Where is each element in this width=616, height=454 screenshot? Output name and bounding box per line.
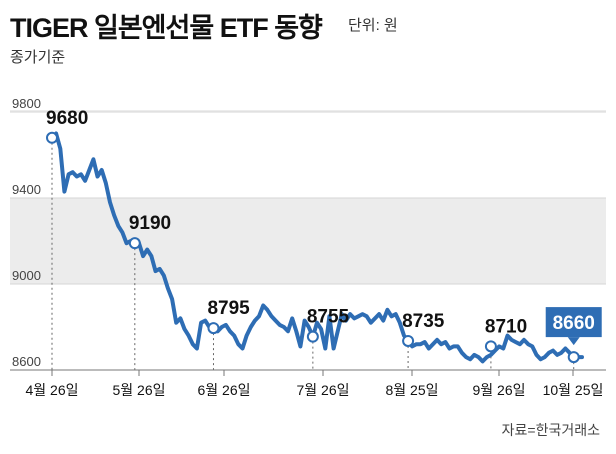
source-note: 자료=한국거래소 [501, 422, 600, 438]
annotation-guides [51, 137, 575, 370]
annotation-markers [46, 131, 580, 364]
data-point-marker [207, 322, 220, 335]
background-bands [10, 110, 606, 284]
data-label: 8660 [553, 313, 595, 334]
y-tick-label: 8600 [12, 354, 41, 369]
data-point-marker [306, 330, 319, 343]
data-point-marker [128, 237, 141, 250]
data-label: 9680 [46, 108, 88, 129]
data-label: 8710 [485, 316, 527, 337]
chart-title: TIGER 일본엔선물 ETF 동향 [10, 13, 323, 43]
data-label: 8755 [307, 307, 350, 328]
y-axis: 8600 9000 9400 9800 [12, 96, 41, 369]
x-tick-label: 6월 26일 [197, 382, 250, 398]
y-tick-label: 9800 [12, 96, 41, 111]
chart-subtitle: 종가기준 [10, 49, 66, 66]
x-axis-ticks: 4월 26일 5월 26일 6월 26일 7월 26일 8월 25일 9월 26일 10월 … [25, 370, 603, 398]
x-tick-label: 7월 26일 [296, 382, 349, 398]
data-point-marker [46, 131, 58, 144]
y-band [10, 198, 606, 284]
chart-header: TIGER 일본엔선물 ETF 동향 단위: 원 종가기준 [0, 0, 616, 80]
y-band [10, 110, 606, 112]
highlight-label-pointer [567, 337, 580, 346]
price-line [50, 131, 584, 364]
unit-label: 단위: 원 [348, 17, 398, 34]
data-label: 9190 [129, 213, 171, 234]
data-point-marker [402, 334, 415, 347]
x-tick-label: 5월 26일 [112, 382, 165, 398]
x-tick-label: 9월 26일 [472, 382, 525, 398]
y-tick-label: 9000 [12, 268, 41, 283]
data-label: 8735 [402, 311, 445, 332]
data-label: 8795 [207, 298, 250, 319]
x-tick-label: 10월 25일 [543, 382, 604, 398]
highlight-label-box [545, 307, 602, 338]
x-tick-label: 8월 25일 [385, 382, 438, 398]
data-point-marker [567, 351, 580, 364]
x-tick-label: 4월 26일 [25, 382, 78, 398]
annotation-labels: 9680 9190 8795 8755 8735 8710 8660 [46, 108, 602, 346]
data-point-marker [484, 340, 497, 353]
y-tick-label: 9400 [12, 182, 41, 197]
